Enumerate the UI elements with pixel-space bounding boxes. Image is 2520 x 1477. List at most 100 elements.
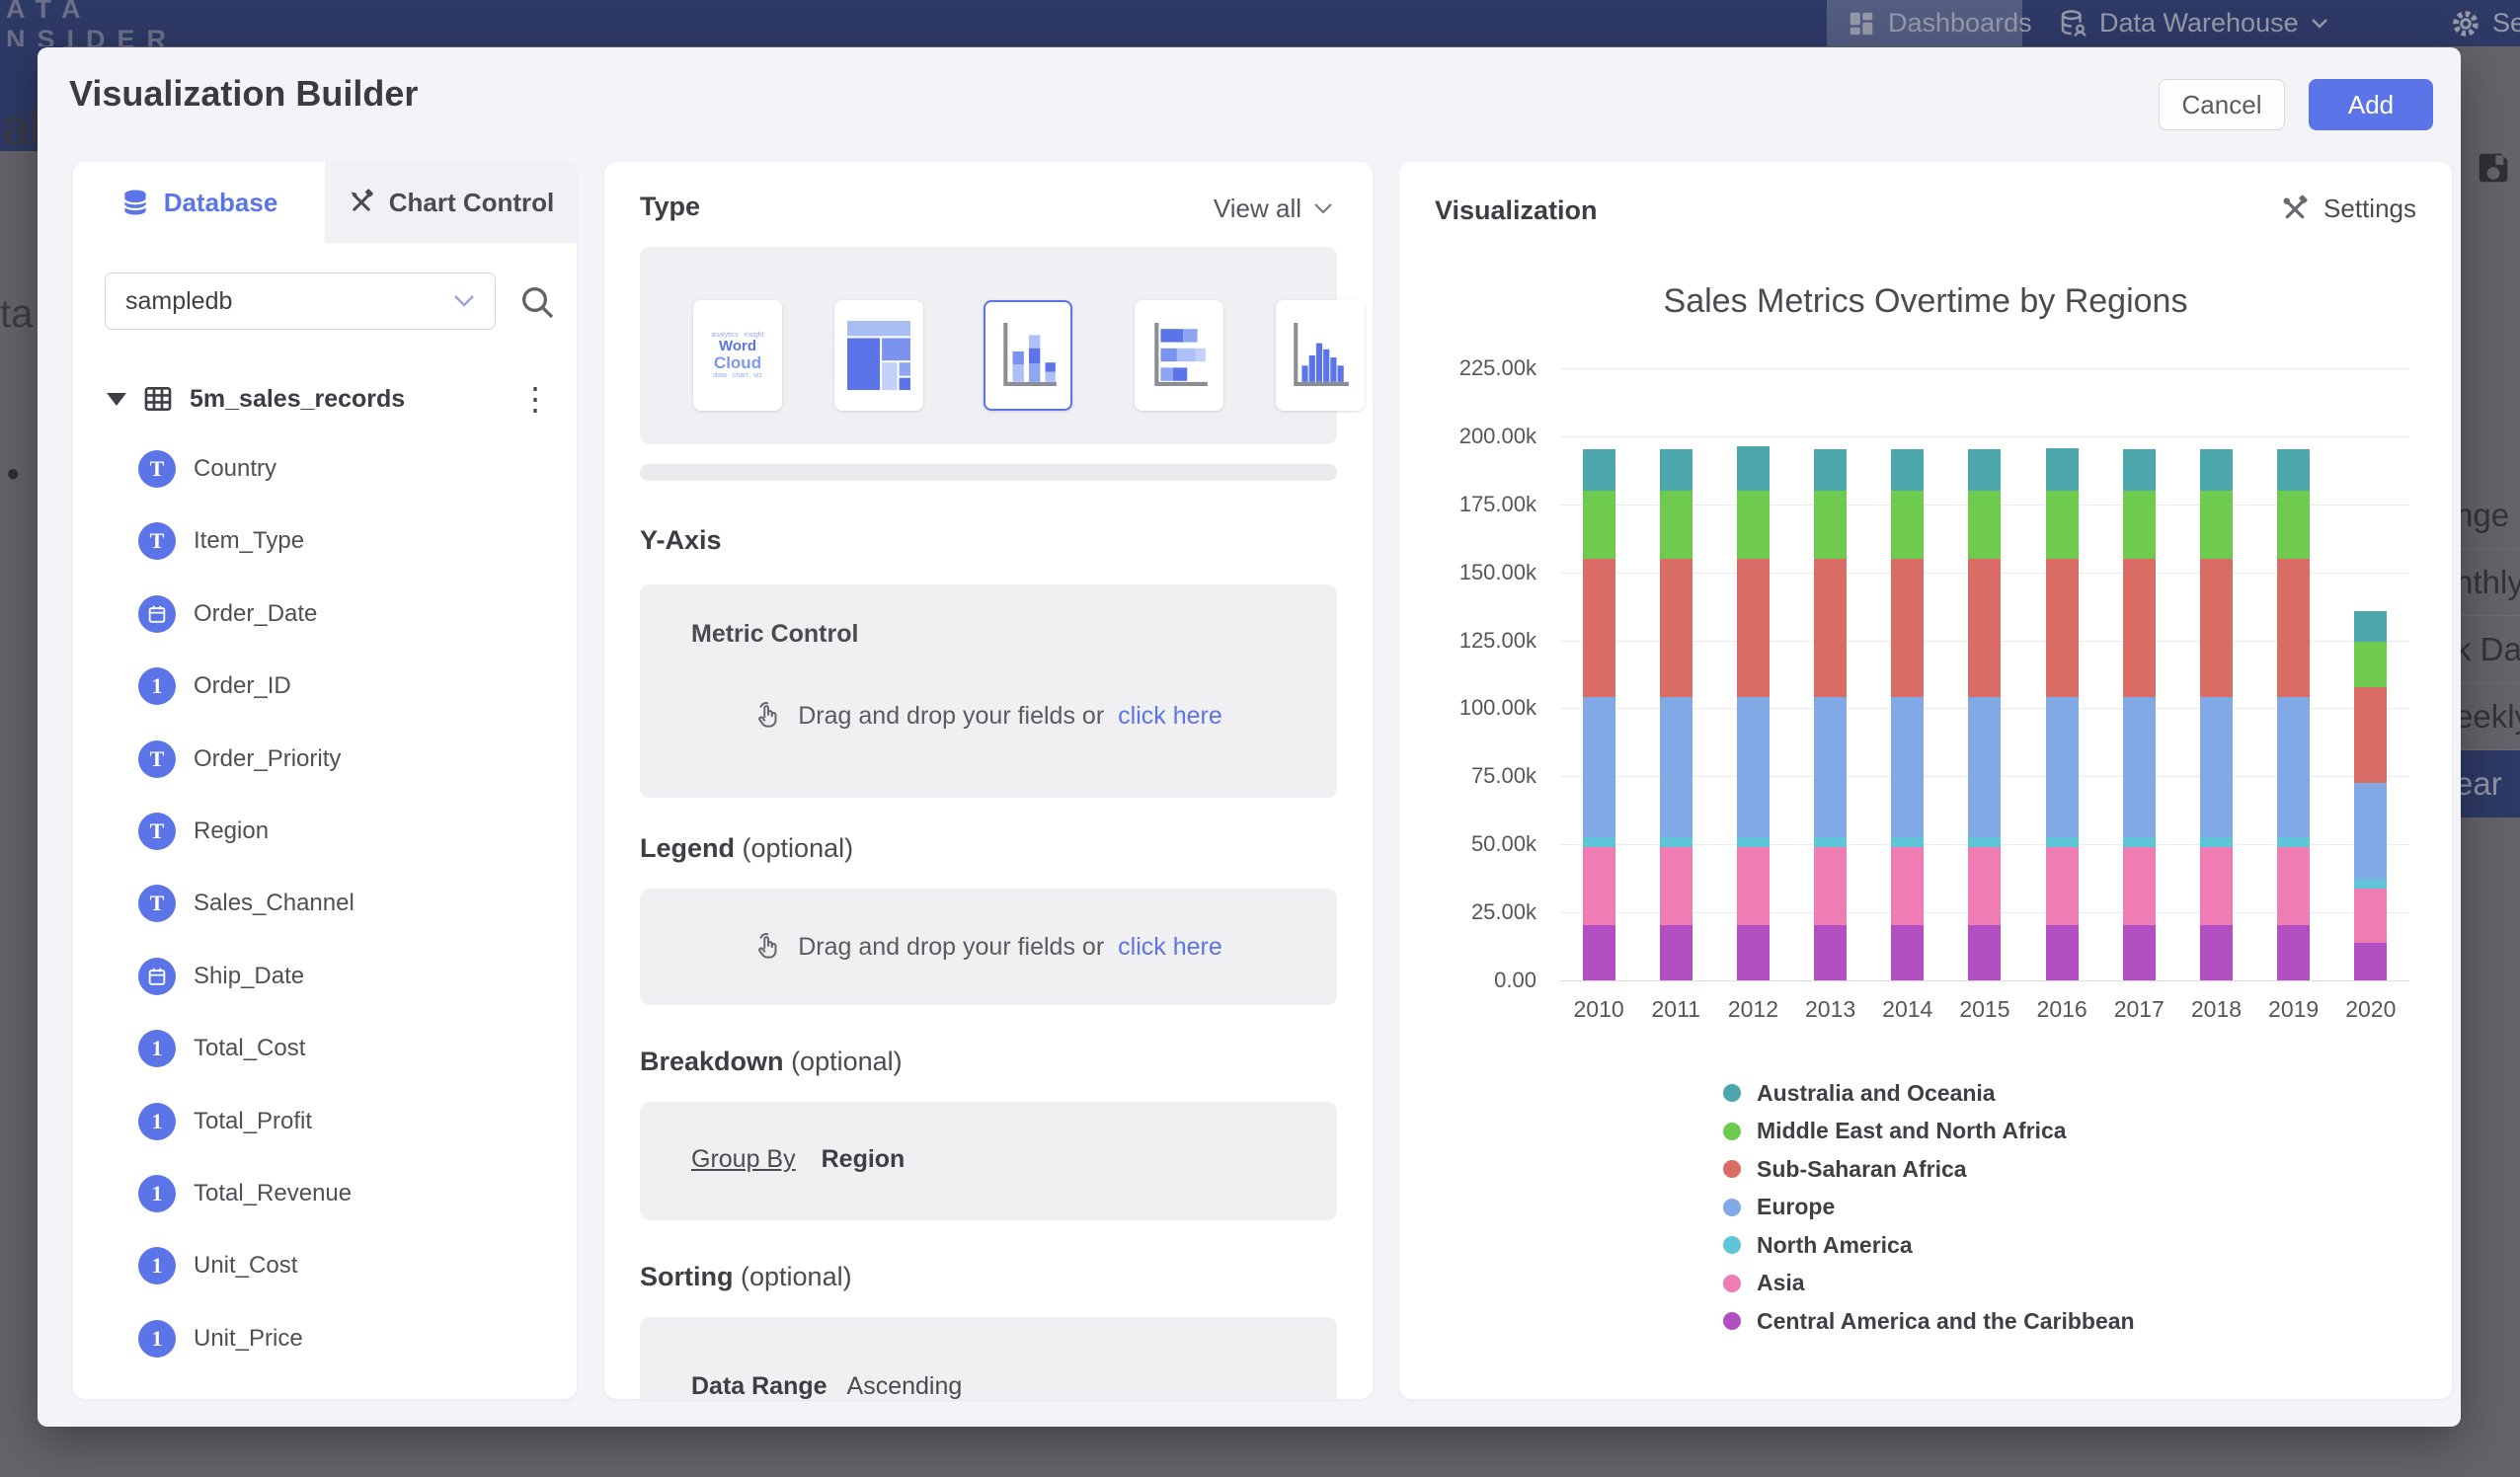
nav-dashboards[interactable]: Dashboards: [1827, 0, 2022, 46]
bar-segment: [2354, 783, 2387, 880]
y-axis-tick-label: 225.00k: [1399, 355, 1536, 381]
x-axis-tick-label: 2019: [2268, 996, 2319, 1023]
chart-type-histogram[interactable]: [1276, 300, 1365, 411]
database-select-value: sampledb: [125, 287, 232, 316]
bar-segment: [1660, 925, 1693, 980]
save-icon[interactable]: [2475, 148, 2512, 193]
sorting-dropzone[interactable]: Data Range Ascending: [640, 1317, 1337, 1399]
bar-segment: [1891, 837, 1924, 847]
bar-segment: [2354, 943, 2387, 980]
field-item-unit_price[interactable]: 1Unit_Price: [73, 1316, 577, 1361]
bar-segment: [1660, 847, 1693, 925]
field-item-ship_date[interactable]: Ship_Date: [73, 954, 577, 999]
field-item-country[interactable]: TCountry: [73, 446, 577, 492]
nav-settings-label: Settings: [2492, 8, 2520, 39]
bar-segment: [1737, 925, 1770, 980]
number-type-icon: 1: [138, 1103, 176, 1140]
click-hand-icon: [754, 701, 784, 731]
bar-segment: [1968, 925, 2001, 980]
group-by-link[interactable]: Group By: [691, 1145, 796, 1174]
field-item-total_cost[interactable]: 1Total_Cost: [73, 1026, 577, 1071]
legend-color-dot: [1723, 1160, 1741, 1178]
click-here-link[interactable]: click here: [1118, 702, 1222, 731]
bar-segment: [1583, 837, 1615, 847]
left-panel-tabs: Database Chart Control: [73, 162, 577, 243]
sorting-value: Ascending: [847, 1372, 963, 1399]
number-type-icon: 1: [138, 1247, 176, 1284]
chart-type-stacked-bar[interactable]: [1135, 300, 1223, 411]
calendar-icon: [146, 603, 168, 625]
date-type-icon: [138, 595, 176, 633]
table-name: 5m_sales_records: [190, 385, 405, 414]
add-button[interactable]: Add: [2309, 79, 2433, 130]
text-type-icon: T: [138, 450, 176, 488]
stacked-bar-chart-plot: 0.0025.00k50.00k75.00k100.00k125.00k150.…: [1560, 368, 2409, 980]
view-all-dropdown[interactable]: View all: [1214, 194, 1333, 224]
database-panel: Database Chart Control sampledb 5m_sales…: [73, 162, 577, 1399]
bar-2012: 2012: [1737, 368, 1770, 980]
database-select[interactable]: sampledb: [105, 272, 496, 330]
chart-type-strip: analytics insightWordClouddata chart viz: [640, 247, 1337, 444]
bar-segment: [2200, 837, 2233, 847]
table-tree-item[interactable]: 5m_sales_records ⋮: [73, 377, 577, 421]
legend-item: Australia and Oceania: [1723, 1074, 2135, 1113]
bar-2016: 2016: [2046, 368, 2079, 980]
bar-segment: [1814, 491, 1847, 559]
y-axis-tick-label: 75.00k: [1399, 763, 1536, 789]
bar-segment: [2046, 697, 2079, 836]
breakdown-section-title: Breakdown (optional): [640, 1047, 903, 1077]
bar-segment: [2277, 837, 2310, 847]
top-nav-bar: ATA NSIDER Dashboards Data Warehouse Set…: [0, 0, 2520, 46]
chart-type-stacked-column[interactable]: [984, 300, 1072, 411]
chart-type-treemap[interactable]: [834, 300, 923, 411]
database-icon: [2058, 9, 2087, 39]
visualization-builder-modal: Visualization Builder Cancel Add Databas…: [38, 47, 2461, 1427]
x-axis-tick-label: 2014: [1882, 996, 1932, 1023]
bar-segment: [1891, 491, 1924, 559]
chart-type-word-cloud[interactable]: analytics insightWordClouddata chart viz: [693, 300, 782, 411]
tab-chart-control[interactable]: Chart Control: [325, 162, 577, 243]
bar-segment: [1737, 837, 1770, 847]
click-here-link[interactable]: click here: [1118, 933, 1222, 962]
bar-segment: [1660, 837, 1693, 847]
field-item-item_type[interactable]: TItem_Type: [73, 518, 577, 564]
field-item-total_revenue[interactable]: 1Total_Revenue: [73, 1171, 577, 1216]
field-item-region[interactable]: TRegion: [73, 809, 577, 854]
screen: ATA NSIDER Dashboards Data Warehouse Set…: [0, 0, 2520, 1477]
field-name: Total_Profit: [194, 1108, 312, 1135]
table-menu-kebab-icon[interactable]: ⋮: [519, 379, 551, 419]
field-item-total_profit[interactable]: 1 Total_Profit: [73, 1099, 577, 1144]
breakdown-dropzone[interactable]: Group By Region: [640, 1102, 1337, 1220]
collapse-triangle-icon[interactable]: [107, 393, 126, 406]
bar-segment: [2277, 559, 2310, 698]
legend-item-label: Sub-Saharan Africa: [1757, 1156, 1967, 1183]
field-item-unit_cost[interactable]: 1Unit_Cost: [73, 1243, 577, 1288]
bar-segment: [1737, 491, 1770, 559]
bar-2010: 2010: [1583, 368, 1615, 980]
number-type-icon: 1: [138, 667, 176, 705]
bar-segment: [2123, 925, 2156, 980]
tab-database[interactable]: Database: [73, 162, 325, 243]
nav-data-warehouse[interactable]: Data Warehouse: [2038, 0, 2348, 46]
nav-settings[interactable]: Settings: [2431, 0, 2520, 46]
view-all-label: View all: [1214, 194, 1301, 224]
gear-icon: [2451, 9, 2481, 39]
x-axis-tick-label: 2013: [1805, 996, 1855, 1023]
field-name: Ship_Date: [194, 963, 304, 990]
legend-item-label: Middle East and North Africa: [1757, 1118, 2067, 1144]
chart-settings-button[interactable]: Settings: [2280, 194, 2416, 224]
bar-segment: [2200, 449, 2233, 491]
metric-control-dropzone[interactable]: Metric Control Drag and drop your fields…: [640, 584, 1337, 798]
legend-dropzone[interactable]: Drag and drop your fields or click here: [640, 889, 1337, 1005]
database-icon: [120, 187, 150, 218]
field-item-order_date[interactable]: Order_Date: [73, 591, 577, 637]
horizontal-scrollbar[interactable]: [640, 464, 1337, 481]
search-button[interactable]: [517, 282, 557, 322]
field-item-order_priority[interactable]: TOrder_Priority: [73, 737, 577, 782]
bar-segment: [2354, 642, 2387, 687]
legend-item: Asia: [1723, 1265, 2135, 1303]
cancel-button[interactable]: Cancel: [2159, 79, 2285, 130]
field-item-sales_channel[interactable]: TSales_Channel: [73, 881, 577, 926]
y-axis-tick-label: 125.00k: [1399, 628, 1536, 654]
field-item-order_id[interactable]: 1Order_ID: [73, 663, 577, 709]
